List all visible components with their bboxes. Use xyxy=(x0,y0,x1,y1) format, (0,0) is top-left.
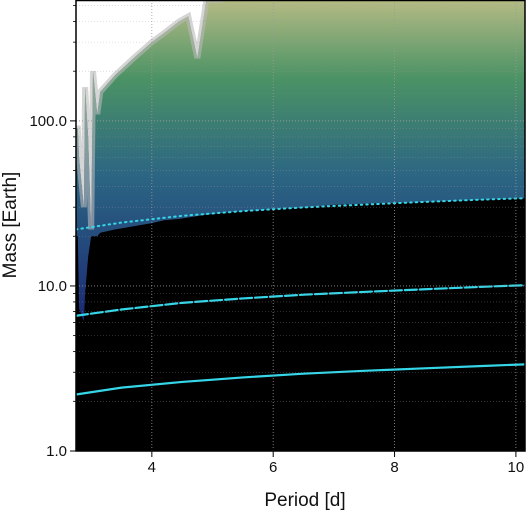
plot-frame xyxy=(75,0,526,452)
excluded-region xyxy=(76,0,525,230)
y-tick-label-2: 100.0 xyxy=(29,113,67,130)
x-tick-label-1: 6 xyxy=(269,459,277,476)
x-tick-label-3: 10 xyxy=(508,459,525,476)
y-tick-label-0: 1.0 xyxy=(46,443,67,460)
heatmap-fringe xyxy=(76,0,525,230)
series-dotted-curve xyxy=(76,197,525,231)
series-dashed-curve xyxy=(76,284,525,317)
grid xyxy=(76,0,525,452)
axes: 4 6 8 10 1.0 10.0 100.0 xyxy=(29,5,525,476)
heatmap-band xyxy=(76,0,525,322)
y-axis-label: Mass [Earth] xyxy=(0,172,21,279)
x-axis-label: Period [d] xyxy=(264,490,345,511)
plot-area xyxy=(76,0,525,396)
y-tick-label-1: 10.0 xyxy=(38,278,67,295)
x-tick-label-2: 8 xyxy=(390,459,398,476)
x-tick-label-0: 4 xyxy=(148,459,156,476)
series-solid-curve xyxy=(76,363,525,396)
